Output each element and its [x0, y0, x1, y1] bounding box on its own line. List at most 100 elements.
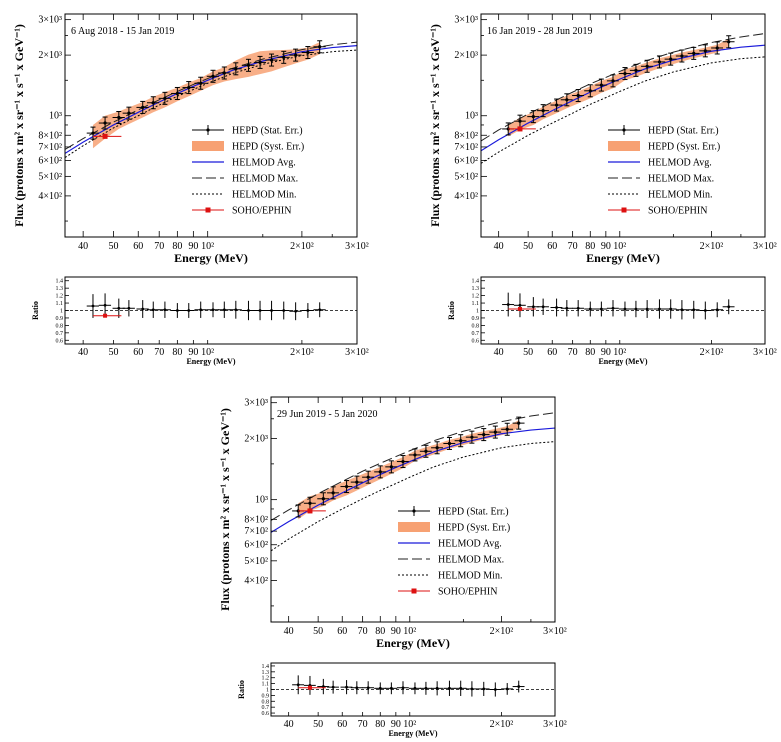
ratio-point [470, 687, 474, 691]
legend-min-label: HELMOD Min. [232, 190, 296, 201]
hepd-point [482, 432, 486, 437]
hepd-point [657, 60, 662, 64]
ratio-point [141, 307, 145, 311]
ratio-x-tick-label: 80 [172, 347, 182, 358]
ratio-x-tick-label: 50 [523, 347, 533, 358]
ratio-point [117, 306, 121, 310]
ratio-point [389, 686, 393, 690]
y-tick-label: 3×10³ [244, 398, 268, 409]
plot-area [271, 412, 555, 552]
ratio-point [599, 307, 603, 311]
x-tick-label: 2×10² [700, 241, 724, 252]
ratio-y-tick-label: 0.6 [472, 338, 480, 344]
ratio-point [318, 308, 322, 312]
x-axis-title: Energy (MeV) [586, 251, 660, 265]
ratio-point [703, 309, 707, 312]
hepd-point [141, 105, 145, 110]
ratio-soho-point [307, 685, 312, 690]
y-tick-label: 10³ [255, 495, 268, 506]
y-tick-label: 8×10² [38, 130, 62, 141]
ratio-x-tick-label: 60 [337, 719, 347, 730]
hepd-point [163, 96, 167, 100]
ratio-y-tick-label: 1.2 [56, 294, 64, 300]
hepd-point [413, 453, 417, 457]
hepd-point [246, 63, 251, 67]
legend-stat-label: HEPD (Stat. Err.) [438, 507, 509, 518]
ratio-point [555, 306, 558, 309]
ratio-y-tick-label: 1.4 [472, 279, 480, 285]
x-tick-label: 80 [375, 626, 385, 637]
ratio-y-tick-label: 1.3 [262, 670, 270, 676]
helmod-avg-line [65, 44, 357, 154]
hepd-point [634, 68, 638, 72]
ratio-point [658, 307, 661, 311]
legend-syst-swatch [192, 141, 224, 151]
hepd-point [435, 446, 439, 450]
ratio-x-axis-title: Energy (MeV) [598, 357, 647, 366]
ratio-y-tick-label: 0.9 [56, 316, 64, 322]
legend-stat-swatch [622, 128, 626, 132]
ratio-x-tick-label: 60 [547, 347, 557, 358]
chart-panel-3: 29 Jun 2019 - 5 Jan 2020 4×10² 5×10² 6×10² 7… [218, 396, 567, 738]
hepd-point [576, 93, 580, 98]
y-tick-label: 7×10² [244, 526, 268, 537]
hepd-point [517, 421, 521, 425]
x-axis-title: Energy (MeV) [174, 251, 248, 265]
ratio-point [505, 687, 509, 691]
chart-panel-2: 16 Jan 2019 - 28 Jun 2019 4×10² 5×10² 6×10²… [428, 13, 777, 366]
legend-min-label: HELMOD Min. [438, 571, 502, 582]
ratio-point [531, 305, 535, 309]
legend-syst-label: HEPD (Syst. Err.) [438, 523, 510, 534]
hepd-point [645, 64, 649, 68]
ratio-x-axis-title: Energy (MeV) [186, 357, 235, 366]
hepd-point [611, 79, 615, 83]
x-tick-label: 2×10² [290, 241, 314, 252]
hepd-point [541, 109, 545, 113]
hepd-point [505, 427, 509, 431]
ratio-x-tick-label: 3×10² [753, 347, 777, 358]
hepd-point [366, 475, 370, 479]
y-tick-label: 6×10² [454, 155, 478, 166]
hepd-point [424, 449, 428, 453]
ratio-point [645, 307, 649, 311]
legend-soho-label: SOHO/EPHIN [648, 206, 707, 217]
helmod-max-line [271, 412, 555, 521]
legend-stat-swatch [206, 128, 210, 132]
ratio-point [727, 305, 731, 309]
helmod-avg-line [271, 427, 555, 533]
legend-soho-label: SOHO/EPHIN [438, 587, 497, 598]
hepd-point [599, 83, 603, 87]
ratio-x-tick-label: 10² [403, 719, 416, 730]
ratio-point [258, 309, 262, 312]
legend-stat-swatch [412, 509, 416, 513]
hepd-point [306, 50, 310, 55]
ratio-x-axis-title: Energy (MeV) [388, 729, 437, 738]
ratio-point [306, 309, 310, 312]
hepd-point [355, 480, 359, 484]
hepd-point [680, 54, 684, 58]
ratio-point [163, 308, 167, 312]
ratio-y-tick-label: 1.4 [262, 664, 270, 670]
ratio-y-tick-label: 1.3 [56, 286, 64, 292]
x-tick-label: 10² [403, 626, 416, 637]
ratio-y-tick-label: 1.1 [262, 682, 270, 688]
y-axis-title: Flux (protons x m² x sr⁻¹ x s⁻¹ x GeV⁻¹) [218, 408, 232, 611]
ratio-y-tick-label: 0.7 [472, 331, 480, 337]
ratio-soho-point [103, 313, 108, 318]
ratio-point [669, 307, 673, 311]
ratio-x-tick-label: 3×10² [543, 719, 567, 730]
ratio-x-tick-label: 2×10² [490, 719, 514, 730]
ratio-point [518, 303, 522, 307]
ratio-y-tick-label: 0.6 [56, 338, 64, 344]
hepd-point [308, 501, 312, 505]
hepd-point [199, 81, 203, 85]
ratio-x-tick-label: 3×10² [345, 347, 369, 358]
legend-syst-label: HEPD (Syst. Err.) [648, 142, 720, 153]
period-label: 29 Jun 2019 - 5 Jan 2020 [277, 409, 378, 420]
hepd-point [234, 67, 238, 71]
hepd-point [470, 435, 474, 439]
ratio-y-tick-label: 0.6 [262, 711, 270, 717]
ratio-soho-point [517, 307, 522, 312]
ratio-y-tick-label: 0.9 [472, 316, 480, 322]
y-axis-title: Flux (protons x m² x sr⁻¹ x s⁻¹ x GeV⁻¹) [428, 24, 442, 227]
